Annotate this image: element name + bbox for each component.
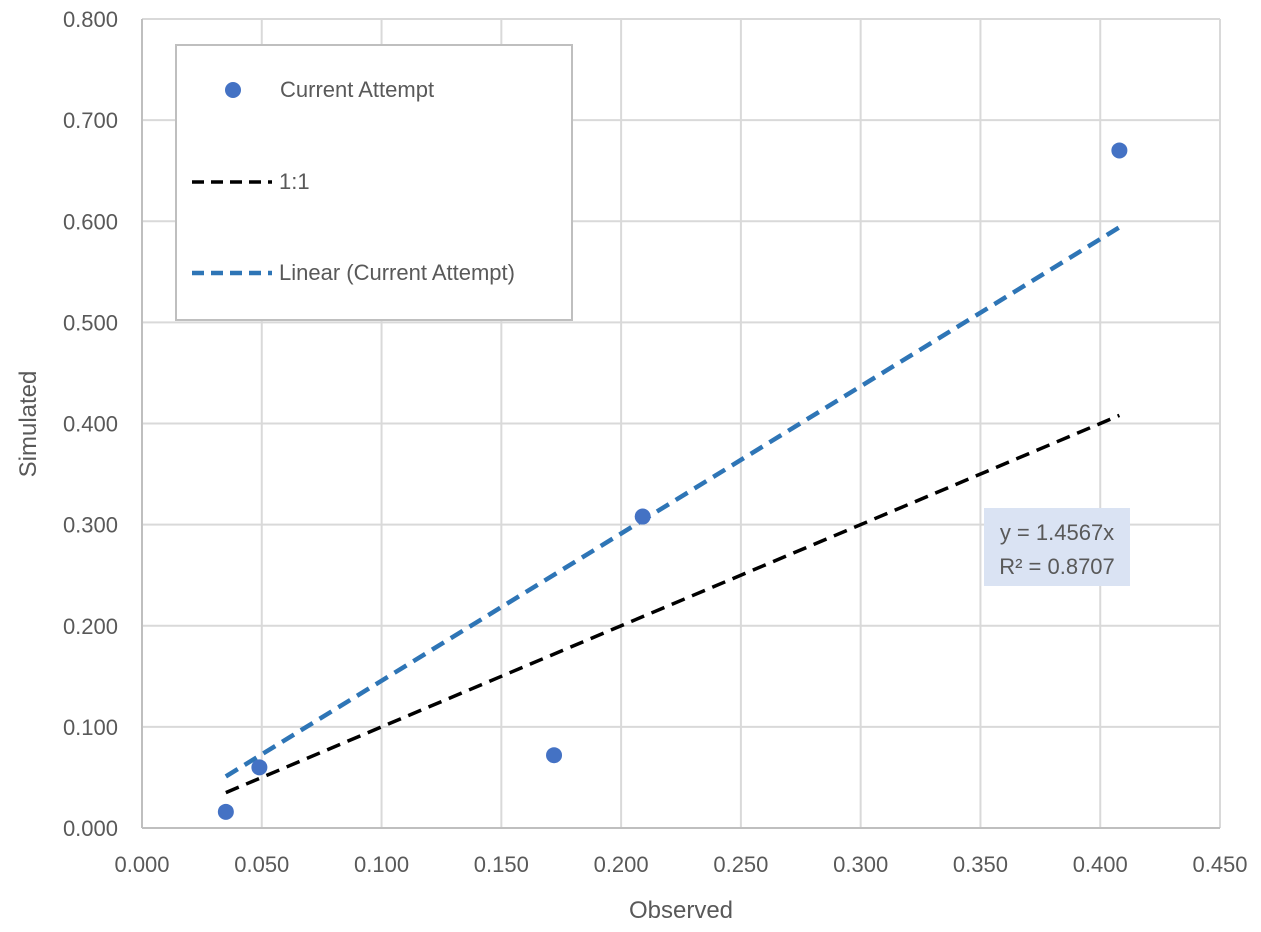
series — [217, 142, 1128, 820]
trendline-equation-label: y = 1.4567x R² = 0.8707 — [984, 508, 1130, 586]
y-tick-label: 0.100 — [63, 715, 118, 740]
x-tick-label: 0.450 — [1192, 852, 1247, 877]
data-point-current-attempt — [251, 759, 268, 776]
trendline-r-squared: R² = 0.8707 — [999, 554, 1115, 579]
y-tick-label: 0.800 — [63, 7, 118, 32]
trendline-equation-background — [984, 508, 1130, 586]
x-tick-label: 0.050 — [234, 852, 289, 877]
x-tick-label: 0.350 — [953, 852, 1008, 877]
x-tick-label: 0.400 — [1073, 852, 1128, 877]
legend-label-current-attempt: Current Attempt — [280, 77, 434, 102]
y-tick-label: 0.200 — [63, 614, 118, 639]
x-tick-label: 0.200 — [594, 852, 649, 877]
legend-marker-current-attempt — [225, 82, 241, 98]
gridlines — [142, 18, 1221, 828]
legend: Current Attempt 1:1 Linear (Current Atte… — [175, 44, 573, 321]
y-tick-label: 0.000 — [63, 816, 118, 841]
x-tick-label: 0.100 — [354, 852, 409, 877]
trendline-equation: y = 1.4567x — [1000, 520, 1114, 545]
y-tick-label: 0.400 — [63, 412, 118, 437]
y-tick-label: 0.700 — [63, 108, 118, 133]
x-tick-label: 0.250 — [713, 852, 768, 877]
y-tick-label: 0.300 — [63, 513, 118, 538]
data-point-current-attempt — [634, 508, 651, 525]
data-point-current-attempt — [546, 747, 563, 764]
x-tick-label: 0.000 — [114, 852, 169, 877]
x-tick-label: 0.300 — [833, 852, 888, 877]
legend-label-1to1: 1:1 — [279, 169, 310, 194]
data-point-current-attempt — [217, 803, 234, 820]
reference-line-1to1 — [225, 413, 1121, 795]
x-tick-label: 0.150 — [474, 852, 529, 877]
legend-label-linear: Linear (Current Attempt) — [279, 260, 515, 285]
data-point-current-attempt — [1111, 142, 1128, 159]
y-axis-title: Simulated — [15, 371, 42, 478]
y-tick-label: 0.600 — [63, 209, 118, 234]
y-tick-label: 0.500 — [63, 310, 118, 335]
x-axis-title: Observed — [629, 897, 733, 924]
axes: 0.000 0.050 0.100 0.150 0.200 0.250 0.300 0.350… — [63, 7, 1248, 877]
